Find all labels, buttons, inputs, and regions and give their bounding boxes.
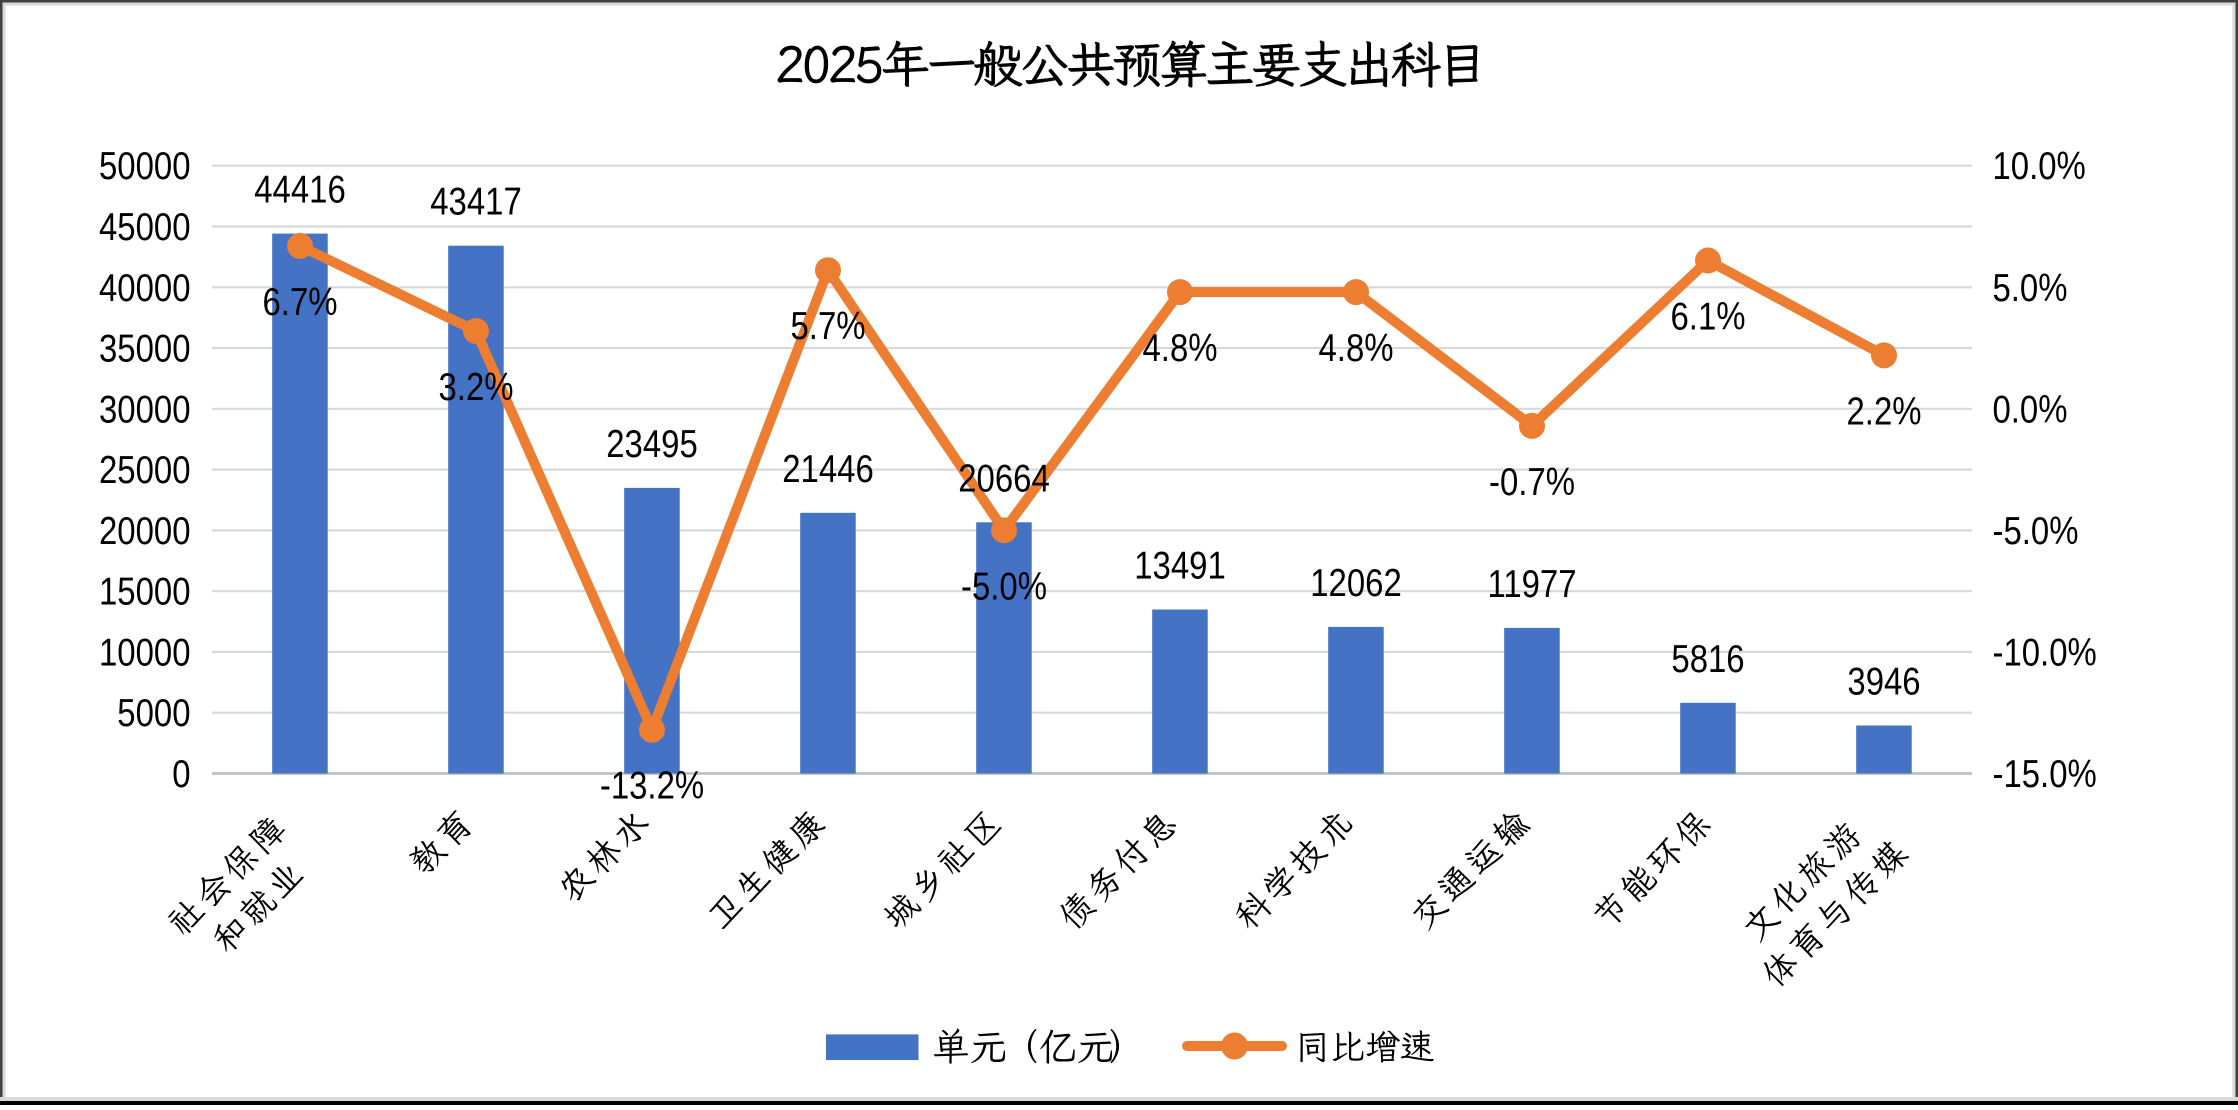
svg-text:-10.0%: -10.0% xyxy=(1993,631,2097,674)
svg-text:35000: 35000 xyxy=(99,327,190,370)
svg-text:0: 0 xyxy=(172,753,190,796)
svg-text:6.7%: 6.7% xyxy=(263,281,338,324)
svg-text:11977: 11977 xyxy=(1487,563,1576,606)
svg-text:5.7%: 5.7% xyxy=(791,305,866,348)
svg-text:21446: 21446 xyxy=(782,447,873,490)
svg-text:5816: 5816 xyxy=(1671,637,1744,680)
svg-text:单元（亿元）: 单元（亿元） xyxy=(932,1021,1146,1071)
svg-text:40000: 40000 xyxy=(99,266,190,309)
svg-text:2.2%: 2.2% xyxy=(1847,390,1922,433)
svg-text:23495: 23495 xyxy=(606,423,697,466)
svg-text:44416: 44416 xyxy=(254,168,345,211)
svg-text:10000: 10000 xyxy=(99,631,190,674)
svg-text:15000: 15000 xyxy=(99,570,190,613)
svg-text:45000: 45000 xyxy=(99,206,190,249)
svg-text:3946: 3946 xyxy=(1847,660,1920,703)
svg-text:3.2%: 3.2% xyxy=(439,366,514,409)
svg-text:2025年一般公共预算主要支出科目: 2025年一般公共预算主要支出科目 xyxy=(775,31,1487,97)
svg-text:6.1%: 6.1% xyxy=(1671,295,1746,338)
svg-text:12062: 12062 xyxy=(1310,562,1401,605)
svg-text:30000: 30000 xyxy=(99,388,190,431)
svg-text:-5.0%: -5.0% xyxy=(961,565,1047,608)
svg-text:4.8%: 4.8% xyxy=(1143,327,1218,370)
svg-text:-15.0%: -15.0% xyxy=(1993,753,2097,796)
svg-text:43417: 43417 xyxy=(430,180,521,223)
svg-text:-0.7%: -0.7% xyxy=(1489,460,1575,503)
svg-text:10.0%: 10.0% xyxy=(1993,145,2086,188)
svg-text:5.0%: 5.0% xyxy=(1993,266,2068,309)
svg-text:25000: 25000 xyxy=(99,449,190,492)
svg-text:13491: 13491 xyxy=(1134,544,1225,587)
svg-text:5000: 5000 xyxy=(117,692,190,735)
svg-text:-5.0%: -5.0% xyxy=(1993,510,2079,553)
svg-text:50000: 50000 xyxy=(99,145,190,188)
svg-text:同比增速: 同比增速 xyxy=(1295,1023,1435,1069)
svg-text:-13.2%: -13.2% xyxy=(600,764,704,807)
svg-text:4.8%: 4.8% xyxy=(1319,327,1394,370)
svg-text:0.0%: 0.0% xyxy=(1993,388,2068,431)
svg-text:20000: 20000 xyxy=(99,510,190,553)
svg-text:20664: 20664 xyxy=(958,457,1049,500)
